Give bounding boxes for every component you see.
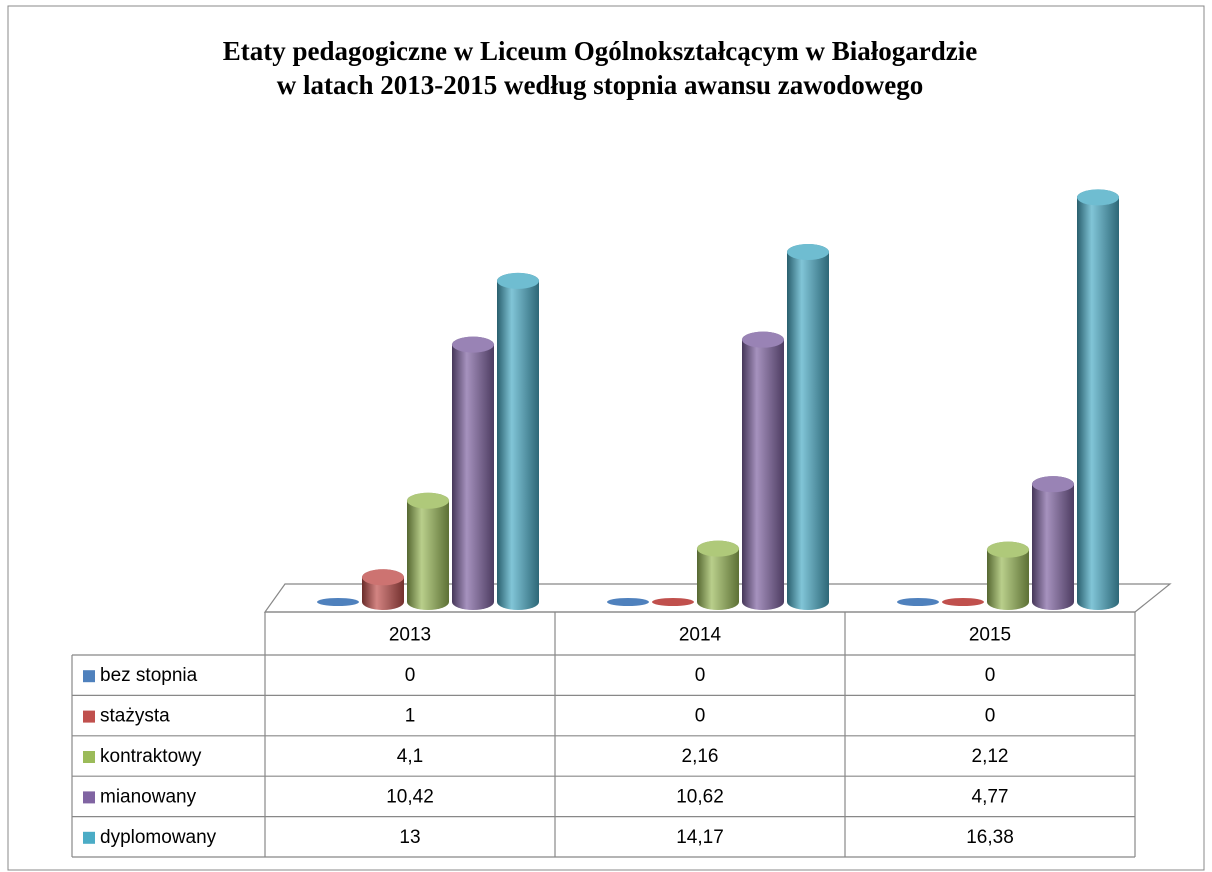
legend-swatch — [83, 751, 95, 763]
legend-swatch — [83, 831, 95, 844]
chart-border — [7, 5, 1205, 871]
cylinder-flat — [607, 598, 649, 606]
cylinder-flat — [897, 598, 939, 606]
table-value: 10,62 — [676, 786, 724, 807]
column-header: 2013 — [389, 625, 431, 646]
legend-label: kontraktowy — [100, 746, 202, 767]
cylinder-flat — [942, 598, 984, 606]
cylinder-top — [407, 492, 449, 509]
cylinder — [787, 244, 829, 610]
cylinder — [497, 272, 539, 610]
table-value: 0 — [985, 706, 996, 727]
legend-swatch — [83, 670, 95, 683]
cylinder-top — [452, 336, 494, 353]
cylinder-flat — [652, 598, 694, 606]
cylinder-top — [742, 331, 784, 348]
table-value: 2,16 — [682, 746, 719, 767]
table-value: 13 — [399, 827, 420, 848]
cylinder — [697, 540, 739, 610]
cylinder-top — [787, 244, 829, 261]
table-value: 0 — [695, 665, 706, 686]
column-header: 2015 — [969, 625, 1011, 646]
cylinder-top — [987, 541, 1029, 558]
cylinder-top — [697, 540, 739, 557]
cylinder — [742, 331, 784, 610]
chart-title: w latach 2013-2015 według stopnia awansu… — [277, 70, 924, 100]
legend-label: stażysta — [100, 706, 170, 727]
table-value: 0 — [695, 706, 706, 727]
cylinder-flat — [317, 598, 359, 606]
cylinder-top — [1032, 476, 1074, 493]
cylinder-top — [497, 272, 539, 289]
table-value: 0 — [405, 665, 416, 686]
table-value: 0 — [985, 665, 996, 686]
legend-swatch — [83, 710, 95, 723]
cylinder — [1032, 476, 1074, 610]
legend-label: dyplomowany — [100, 827, 217, 848]
table-value: 4,1 — [397, 746, 423, 767]
chart-title: Etaty pedagogiczne w Liceum Ogólnokształ… — [223, 36, 977, 66]
table-value: 2,12 — [972, 746, 1009, 767]
legend-swatch — [83, 791, 95, 804]
table-value: 10,42 — [386, 786, 434, 807]
cylinder-top — [362, 569, 404, 586]
table-value: 4,77 — [972, 786, 1009, 807]
cylinder — [407, 492, 449, 610]
cylinder — [452, 336, 494, 610]
legend-label: bez stopnia — [100, 665, 198, 686]
cylinder-top — [1077, 189, 1119, 206]
table-value: 1 — [405, 706, 416, 727]
table-value: 14,17 — [676, 827, 724, 848]
legend-label: mianowany — [100, 786, 197, 807]
cylinder — [1077, 189, 1119, 610]
column-header: 2014 — [679, 625, 722, 646]
table-value: 16,38 — [966, 827, 1014, 848]
cylinder — [987, 541, 1029, 610]
